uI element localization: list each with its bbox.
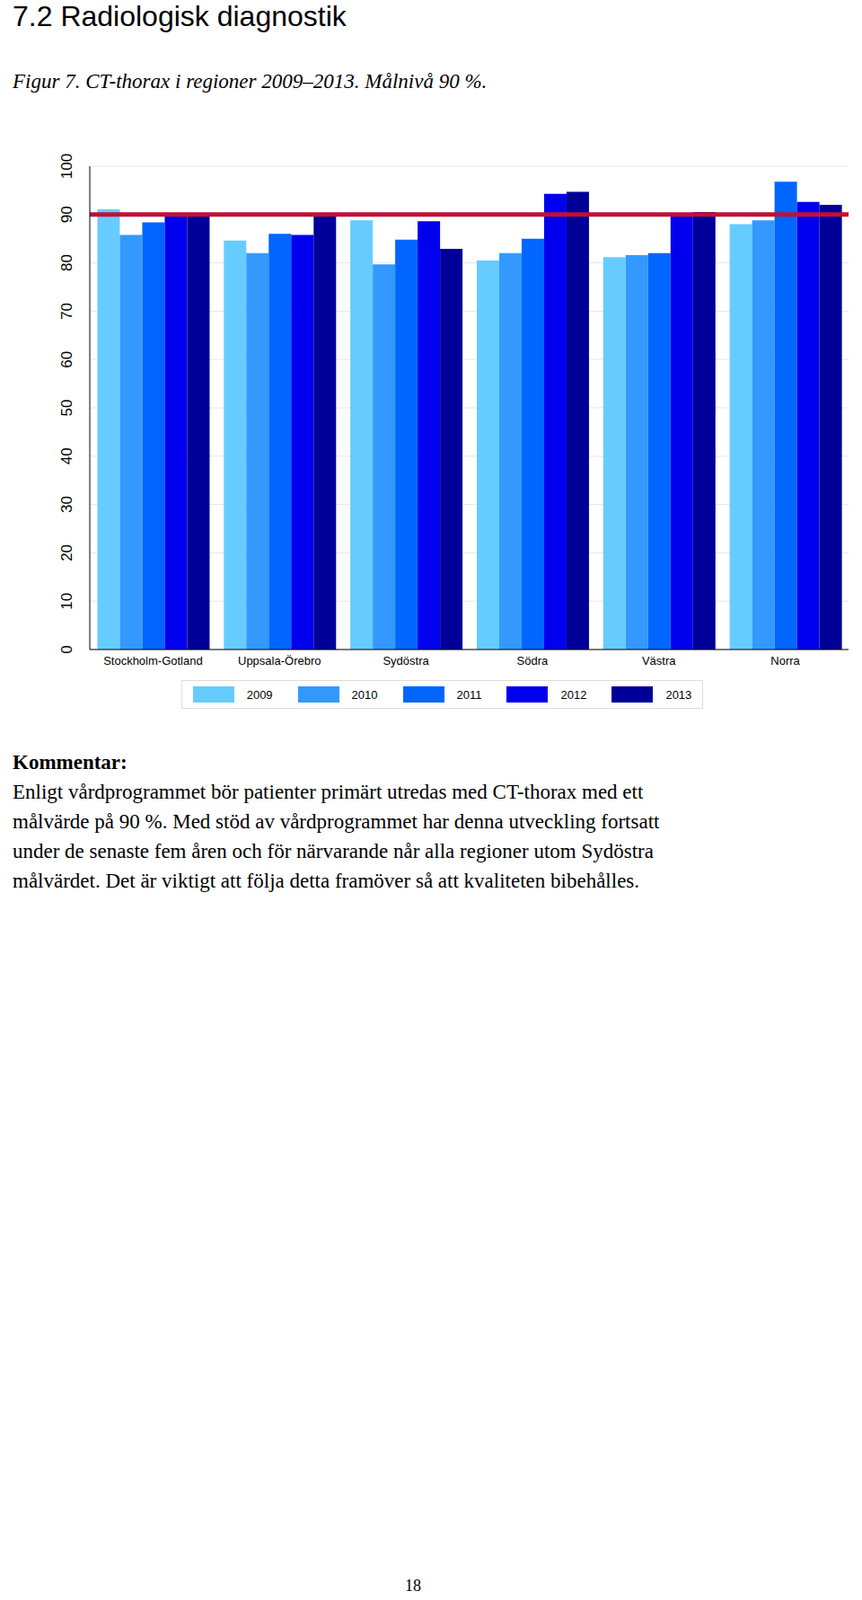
svg-text:Norra: Norra (770, 653, 801, 668)
svg-text:20: 20 (58, 544, 76, 562)
html-text:Figur 7. CT-thorax i regioner: Figur 7. CT-thorax i regioner 2009–2013.… (12, 70, 487, 93)
svg-text:Sydöstra: Sydöstra (382, 653, 430, 668)
svg-text:100: 100 (58, 153, 76, 179)
html-text:7.2 Radiologisk diagnostik: 7.2 Radiologisk diagnostik (12, 0, 347, 33)
svg-text:60: 60 (58, 351, 76, 369)
svg-text:Södra: Södra (517, 653, 549, 668)
svg-text:10: 10 (58, 592, 76, 610)
svg-text:Uppsala-Örebro: Uppsala-Örebro (237, 653, 322, 668)
svg-text:0: 0 (58, 644, 76, 653)
html-text:2013: 2013 (665, 687, 692, 701)
svg-text:90: 90 (58, 205, 76, 223)
html-text:18: 18 (404, 1575, 422, 1594)
html-text:Enligt vårdprogrammet bör pati: Enligt vårdprogrammet bör patienter prim… (12, 780, 644, 803)
html-text:2012: 2012 (560, 687, 587, 701)
svg-text:80: 80 (58, 254, 76, 272)
svg-text:40: 40 (58, 447, 76, 465)
svg-text:70: 70 (58, 302, 76, 320)
html-text:2009: 2009 (246, 687, 273, 701)
svg-text:30: 30 (58, 495, 76, 513)
svg-text:50: 50 (58, 399, 76, 417)
html-text:målvärdet. Det är viktigt att: målvärdet. Det är viktigt att följa dett… (12, 869, 640, 892)
html-text:2010: 2010 (351, 687, 378, 701)
html-text:under de senaste fem åren och: under de senaste fem åren och för närvar… (12, 839, 654, 862)
html-text:målvärde på 90 %. Med stöd av: målvärde på 90 %. Med stöd av vårdprogra… (12, 809, 660, 833)
html-text:Kommentar:: Kommentar: (12, 750, 128, 774)
svg-text:Stockholm-Gotland: Stockholm-Gotland (103, 653, 203, 668)
html-text:2011: 2011 (456, 687, 482, 701)
svg-text:Västra: Västra (642, 653, 677, 668)
